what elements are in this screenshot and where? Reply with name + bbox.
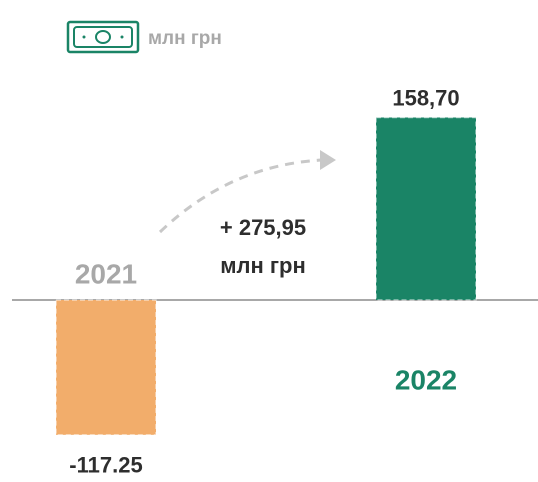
category-label: 2022 xyxy=(395,364,457,395)
money-icon xyxy=(66,20,140,54)
bar xyxy=(375,116,477,301)
arrow xyxy=(158,150,336,234)
annotation: млн грн xyxy=(220,253,306,278)
value-label: -117.25 xyxy=(69,453,142,478)
annotation: + 275,95 xyxy=(220,215,306,240)
category-label: 2021 xyxy=(75,258,137,289)
unit-label: млн грн xyxy=(148,28,222,49)
value-label: 158,70 xyxy=(392,85,459,110)
bar xyxy=(55,299,157,436)
